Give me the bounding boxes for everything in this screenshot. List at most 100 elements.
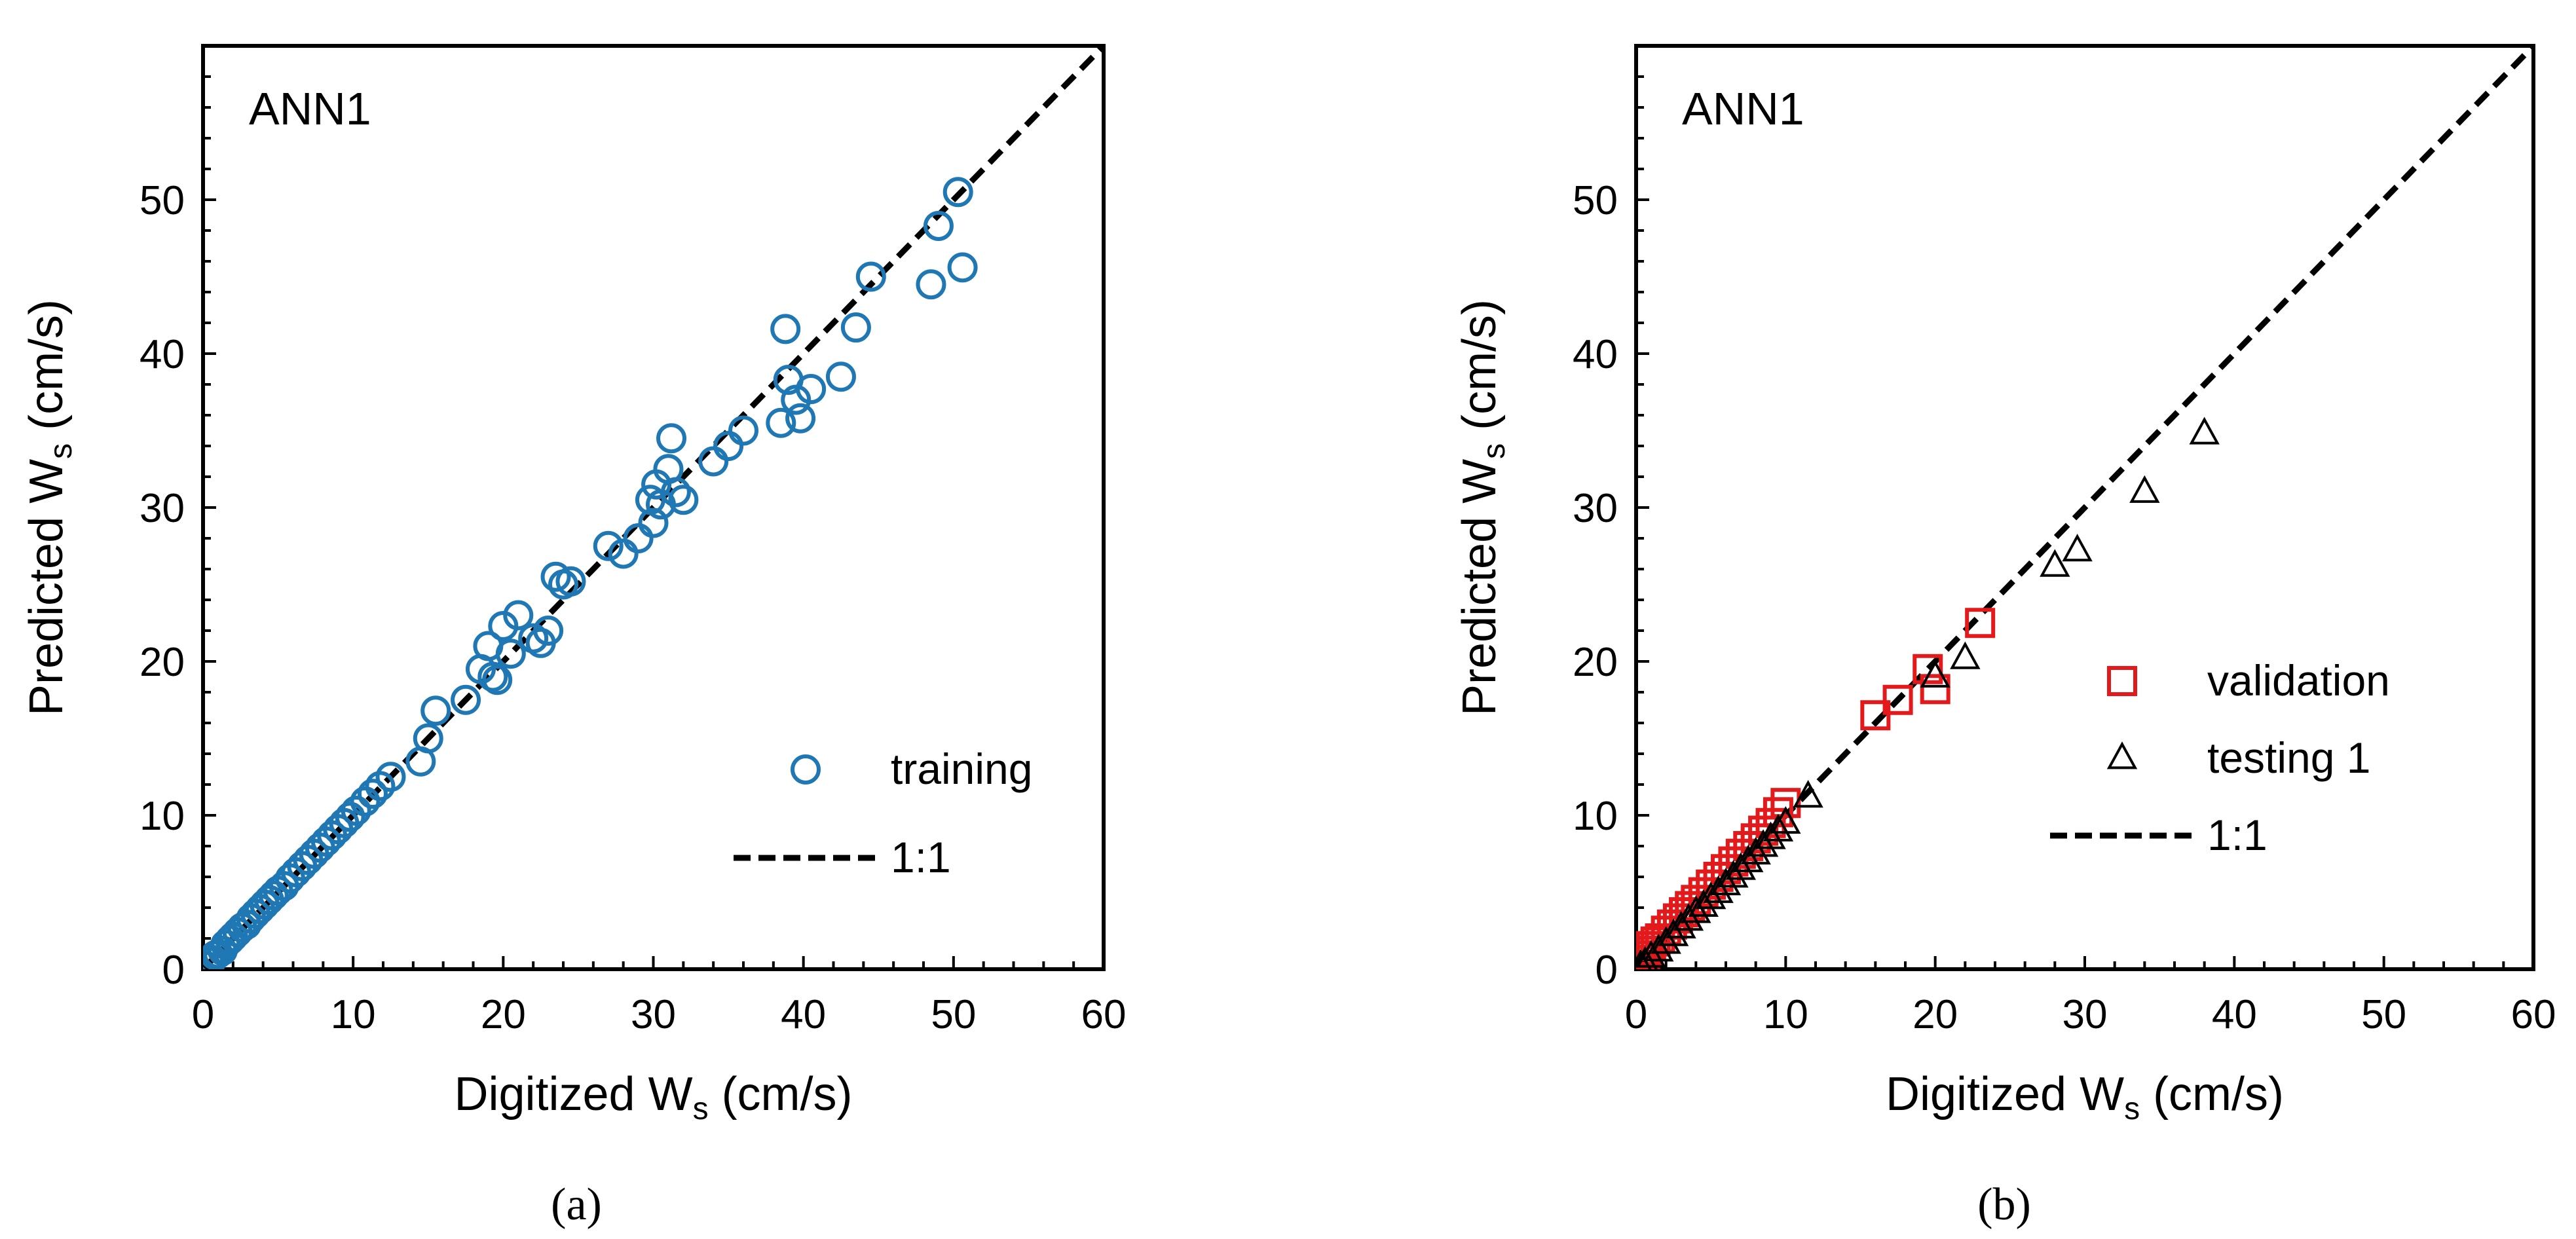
data-point-testing-1 (1681, 895, 1711, 923)
data-point-testing-1 (1920, 659, 1951, 688)
data-point-testing-1 (1636, 949, 1652, 969)
data-point-validation (1913, 654, 1943, 684)
legend-label: training (891, 745, 1032, 793)
x-tick-label: 0 (1625, 992, 1647, 1037)
y-tick-label: 40 (1573, 332, 1618, 377)
data-point-training (350, 786, 381, 817)
data-point-validation (1882, 684, 1913, 715)
data-point-testing-1 (1755, 821, 1786, 849)
data-point-training (840, 312, 871, 343)
data-point-testing-1 (1710, 867, 1742, 896)
panel-label-b: (b) (1977, 1179, 2031, 1230)
legend-marker (2106, 741, 2138, 769)
data-point-training (781, 384, 812, 415)
data-point-training (623, 523, 654, 553)
data-point-training (375, 762, 406, 792)
data-point-training (451, 684, 481, 715)
data-point-testing-1 (2189, 416, 2220, 445)
data-point-training (770, 314, 801, 344)
x-tick-label: 50 (2361, 992, 2406, 1037)
data-point-validation (1860, 700, 1891, 731)
data-point-training (855, 261, 886, 292)
data-point-testing-1 (1658, 918, 1689, 946)
data-point-testing-1 (1718, 860, 1749, 888)
x-tick-label: 0 (192, 992, 214, 1037)
x-axis-title: Digitized Ws (cm/s) (454, 1068, 852, 1126)
data-point-training (341, 795, 371, 826)
data-point-testing-1 (2129, 475, 2160, 503)
data-layer (1636, 46, 2533, 969)
data-point-testing-1 (1703, 875, 1734, 903)
data-point-testing-1 (1740, 836, 1771, 865)
data-point-training (698, 446, 729, 477)
data-point-training (413, 723, 443, 754)
data-point-training (495, 638, 526, 669)
x-tick-label: 10 (331, 992, 376, 1037)
legend-marker (2107, 666, 2137, 696)
data-point-training (825, 361, 856, 392)
data-point-validation (1770, 788, 1801, 819)
x-tick-label: 60 (1081, 992, 1127, 1037)
data-point-training (796, 374, 827, 405)
data-point-validation (1965, 608, 1996, 638)
data-point-training (540, 561, 571, 592)
data-point-validation (1763, 797, 1793, 828)
y-tick-label: 20 (140, 640, 185, 685)
legend-label: 1:1 (2207, 811, 2268, 859)
data-point-training (477, 661, 508, 692)
data-point-training (656, 423, 686, 454)
data-point-training (335, 802, 365, 832)
data-point-testing-1 (1763, 813, 1794, 841)
data-point-training (660, 477, 691, 508)
chart-panel-a: 0 10 20 30 40 50 60 0 10 20 30 40 50 Digitized Ws (cm… (0, 0, 1179, 1239)
y-tick-label: 40 (140, 332, 185, 377)
panel-caption-a: (a) (511, 1179, 642, 1231)
data-point-training (482, 665, 513, 695)
data-point-testing-1 (1950, 641, 1981, 669)
data-point-testing-1 (1725, 852, 1757, 880)
x-tick-label: 20 (481, 992, 526, 1037)
x-tick-label: 30 (631, 992, 676, 1037)
y-axis-title: Predicted Ws (cm/s) (20, 299, 79, 716)
data-point-testing-1 (1688, 889, 1719, 917)
x-axis-title: Digitized Ws (cm/s) (1886, 1068, 2284, 1126)
data-layer (203, 46, 1104, 969)
y-tick-label: 20 (1573, 640, 1618, 685)
x-tick-label: 30 (2063, 992, 2108, 1037)
data-point-training (420, 695, 451, 726)
data-point-testing-1 (1643, 934, 1674, 962)
y-tick-label: 0 (162, 948, 185, 993)
data-point-testing-1 (1673, 903, 1704, 931)
data-point-training (357, 779, 388, 809)
data-point-training (943, 177, 973, 208)
data-point-training (555, 566, 586, 597)
data-point-training (533, 616, 564, 646)
data-point-testing-1 (1747, 829, 1779, 857)
data-point-training (728, 415, 758, 446)
data-point-testing-1 (1666, 910, 1696, 938)
data-point-training (503, 600, 534, 631)
data-point-training (488, 610, 519, 641)
y-tick-label: 10 (140, 794, 185, 839)
y-tick-label: 50 (140, 178, 185, 223)
data-point-testing-1 (2062, 534, 2093, 562)
legend-marker (791, 754, 821, 785)
data-point-training (638, 508, 669, 538)
x-tick-label: 40 (781, 992, 826, 1037)
data-point-training (668, 485, 699, 515)
x-tick-label: 10 (1763, 992, 1808, 1037)
data-point-testing-1 (1733, 844, 1764, 872)
data-point-testing-1 (1695, 881, 1727, 910)
annotation-label: ANN1 (1682, 83, 1804, 134)
y-tick-label: 30 (140, 486, 185, 531)
x-tick-label: 50 (931, 992, 976, 1037)
y-tick-label: 0 (1596, 948, 1618, 993)
data-point-training (766, 407, 796, 438)
annotation-label: ANN1 (249, 83, 371, 134)
x-tick-label: 40 (2212, 992, 2257, 1037)
data-point-validation (1640, 926, 1671, 957)
data-point-training (947, 252, 978, 283)
data-point-testing-1 (1793, 780, 1823, 808)
y-tick-label: 10 (1573, 794, 1618, 839)
data-point-training (916, 269, 946, 300)
